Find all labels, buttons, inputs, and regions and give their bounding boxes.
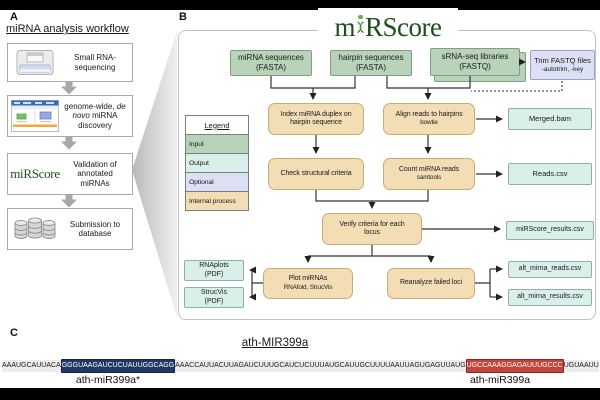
- legend-item-output: Output: [186, 153, 248, 172]
- database-icon: [8, 215, 62, 243]
- mirscore-logo: m RScore: [318, 8, 458, 46]
- step-label: Validation of annotated miRNAs: [73, 159, 117, 188]
- step-label: genome-wide, de novo miRNA discovery: [64, 101, 126, 130]
- mirna-hairpin-sequence: AAAUGCAUUACAGGGUAAGAUCUCUAUUGGCAGGAAACCA…: [2, 359, 599, 373]
- legend-item-optional: Optional: [186, 172, 248, 191]
- mirscore-wordmark: miRScore: [10, 166, 60, 181]
- panel-c-title: ath-MIR399a: [241, 337, 309, 349]
- genome-browser-icon: [8, 100, 62, 132]
- output-box-mirscore-results-csv: miRScore_results.csv: [506, 221, 594, 240]
- input-box-srna-libraries: sRNA-seq libraries (FASTQ): [430, 48, 520, 76]
- panel-a-label: A: [10, 11, 18, 23]
- workflow-step-discovery: genome-wide, de novo miRNA discovery: [7, 95, 133, 137]
- process-box-verify-criteria: Verify criteria for each locus: [322, 213, 422, 245]
- process-box-count-reads: Count miRNA reads samtools: [383, 158, 475, 190]
- dna-helix-icon: [357, 14, 364, 33]
- optional-box-trim-fastq: Trim FASTQ files -autotrim, -key: [530, 50, 595, 80]
- de-novo-italic: de novo: [72, 101, 126, 121]
- mature-sequence-label: ath-miR399a: [469, 374, 531, 386]
- output-box-reads-csv: Reads.csv: [508, 163, 592, 185]
- workflow-step-submission: Submission to database: [7, 208, 133, 250]
- output-box-alt-mirna-reads-csv: alt_mirna_reads.csv: [508, 261, 592, 278]
- tool-name-bowtie: bowtie: [420, 119, 438, 126]
- panel-b-label: B: [179, 11, 187, 23]
- input-box-hairpin-sequences: hairpin sequences (FASTA): [330, 50, 412, 76]
- panel-c-label: C: [10, 327, 18, 339]
- process-box-index-duplex: Index miRNA duplex on hairpin sequence: [268, 103, 364, 135]
- seq-segment: AAACCAUUACUUAGAUCUUUGCAUCUCUUUAUGCAUUGCU…: [175, 360, 466, 372]
- seq-star-highlight: GGGUAAGAUCUCUAUUGGCAGG: [60, 359, 176, 373]
- workflow-step-sequencing: Small RNA-sequencing: [7, 43, 133, 82]
- sequencer-icon: [8, 49, 62, 77]
- legend: Legend Input Output Optional Internal pr…: [185, 115, 249, 211]
- seq-mature-highlight: UGCCAAAGGAGAUUUGCCC: [465, 359, 564, 373]
- workflow-step-validation: miRScore Validation of annotated miRNAs: [7, 153, 133, 195]
- tool-name-rnafold-strucvis: RNAfold, StrucVis: [283, 283, 333, 291]
- panel-a-title: miRNA analysis workflow: [6, 23, 129, 35]
- step-label: Small RNA-sequencing: [74, 53, 116, 72]
- process-box-align-reads: Align reads to hairpins bowtie: [383, 103, 475, 135]
- input-box-mirna-sequences: miRNA sequences (FASTA): [230, 50, 312, 76]
- step-label: Submission to database: [69, 219, 121, 239]
- output-box-rnaplots-pdf: RNAplots (PDF): [184, 260, 244, 281]
- process-box-plot-mirnas: Plot miRNAs RNAfold, StrucVis: [263, 268, 353, 299]
- legend-title: Legend: [186, 116, 248, 134]
- legend-item-internal-process: Internal process: [186, 191, 248, 210]
- output-box-alt-mirna-results-csv: alt_mirna_results.csv: [508, 289, 592, 306]
- process-box-check-structure: Check structural criteria: [268, 158, 364, 190]
- seq-segment: UGUAAUUGUUCU: [563, 360, 599, 372]
- legend-item-input: Input: [186, 134, 248, 153]
- seq-segment: AAAUGCAUUACA: [2, 360, 61, 372]
- output-box-strucvis-pdf: StrucVis (PDF): [184, 287, 244, 308]
- tool-name-samtools: samtools: [416, 174, 442, 181]
- output-box-merged-bam: Merged.bam: [508, 108, 592, 130]
- star-sequence-label: ath-miR399a*: [75, 374, 141, 386]
- process-box-reanalyze-failed: Reanalyze failed loci: [387, 268, 475, 299]
